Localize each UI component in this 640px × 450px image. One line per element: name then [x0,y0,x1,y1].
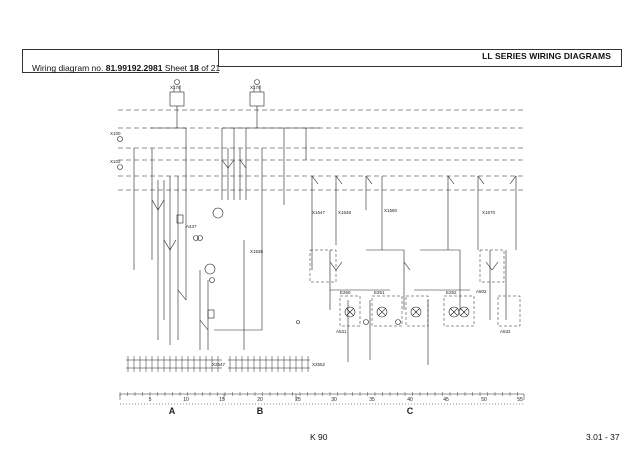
diagram-prefix: Wiring diagram no. [32,63,104,73]
scale-tick-5: 5 [149,397,152,403]
scale-tick-30: 30 [331,397,337,403]
sheet-number: 18 [189,63,199,73]
bottom-ruler [119,393,525,405]
scale-tick-50: 50 [481,397,487,403]
sheet-prefix: Sheet [164,63,188,73]
device-label-x2547: X2547 [212,362,226,367]
series-title: LL SERIES WIRING DIAGRAMS [482,51,611,61]
series-title-box: LL SERIES WIRING DIAGRAMS [218,49,622,67]
footer-page-number: 3.01 - 37 [586,432,620,442]
connector-label-x178: X178 [170,85,181,90]
scale-tick-10: 10 [183,397,189,403]
scale-tick-40: 40 [407,397,413,403]
device-label-a532: A532 [500,329,511,334]
terminal-strip-b [228,359,310,369]
device-label-e261: E261 [374,290,385,295]
device-label-x1536: X1536 [250,249,264,254]
diagram-info-box [22,49,219,73]
device-label-a531: A531 [336,329,347,334]
device-label-x1560: X1560 [384,208,398,213]
component-boxes [309,249,521,327]
scale-tick-20: 20 [257,397,263,403]
diagram-number: 81.99192.2981 [105,63,163,73]
connector-label-x179: X179 [250,85,261,90]
section-a-wires [133,128,215,350]
connector-label-x102: X102 [110,159,121,164]
scale-tick-55: 55 [517,397,523,403]
lamp-symbols [344,306,470,318]
device-label-e260: E260 [340,290,351,295]
scale-tick-35: 35 [369,397,375,403]
section-c-wires [311,175,517,365]
device-label-x1570: X1570 [482,210,496,215]
terminal-strip-a [126,359,222,369]
device-label-x1548: X1548 [338,210,352,215]
fuse-block-x179 [222,79,320,129]
section-b-wires [214,128,307,350]
fuse-block-x178 [150,79,186,129]
footer-model: K 90 [310,432,328,442]
section-label-c: C [407,406,414,416]
header-rule [22,49,622,50]
device-label-x1547: X1547 [312,210,326,215]
dashed-bus-lines [118,109,526,191]
section-label-b: B [257,406,264,416]
scale-tick-45: 45 [443,397,449,403]
section-label-a: A [169,406,176,416]
scale-tick-15: 15 [219,397,225,403]
device-label-a437: A437 [186,224,197,229]
connector-label-x100: X100 [110,131,121,136]
diagram-number-line: Wiring diagram no. 81.99192.2981 Sheet 1… [32,63,220,73]
device-label-a502: A502 [476,289,487,294]
device-label-x2552: X2552 [312,362,326,367]
device-label-e262: E262 [446,290,457,295]
scale-tick-25: 25 [295,397,301,403]
sheet-suffix: of 21 [201,63,221,73]
